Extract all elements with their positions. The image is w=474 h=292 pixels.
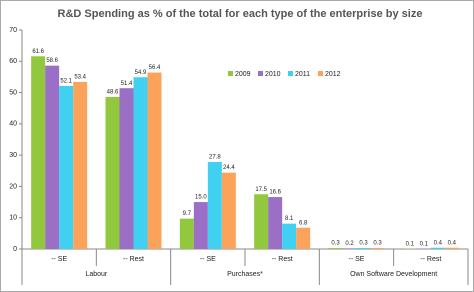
x-tick-label: -- SE (349, 256, 365, 263)
value-label: 8.1 (285, 216, 294, 222)
bar (268, 197, 283, 249)
value-label: 61.6 (32, 49, 44, 55)
bar (254, 194, 269, 249)
value-label: 0.4 (434, 240, 443, 246)
y-tick-label: 40 (9, 121, 17, 128)
legend-swatch (228, 71, 233, 76)
legend-label: 2010 (265, 71, 281, 78)
bar (179, 218, 194, 249)
y-tick-label: 50 (9, 89, 17, 96)
legend-swatch (318, 71, 323, 76)
value-label: 0.3 (331, 241, 340, 247)
value-label: 6.8 (299, 220, 308, 226)
bar (430, 247, 445, 249)
x-tick-label: -- SE (51, 256, 67, 263)
value-label: 9.7 (183, 211, 192, 217)
bar (296, 227, 311, 249)
group-label: Own Software Development (350, 271, 437, 278)
bar (59, 86, 74, 249)
bar (221, 172, 236, 249)
legend-label: 2012 (325, 71, 341, 78)
legend-label: 2011 (295, 71, 310, 78)
y-tick-label: 20 (9, 183, 17, 190)
bar (73, 81, 88, 249)
value-label: 53.4 (74, 75, 86, 81)
bar (328, 248, 343, 249)
value-label: 0.3 (373, 241, 382, 247)
legend-swatch (258, 71, 263, 76)
y-tick-label: 30 (9, 152, 17, 159)
chart-title: R&D Spending as % of the total for each … (58, 8, 423, 20)
value-label: 16.6 (269, 190, 281, 196)
bar (342, 248, 357, 249)
bar (147, 72, 162, 249)
y-tick-label: 0 (13, 246, 17, 253)
value-label: 0.1 (406, 241, 415, 247)
value-label: 54.9 (135, 70, 147, 76)
value-label: 0.4 (448, 240, 457, 246)
bar (105, 96, 120, 249)
x-tick-label: -- Rest (420, 256, 441, 263)
value-label: 58.6 (46, 58, 58, 64)
bar (119, 88, 134, 249)
value-label: 56.4 (149, 65, 161, 71)
legend-label: 2009 (235, 71, 251, 78)
bar (207, 162, 222, 249)
value-label: 48.6 (107, 90, 119, 96)
x-tick-label: -- Rest (272, 256, 293, 263)
group-label: Labour (85, 271, 107, 278)
value-label: 24.4 (223, 165, 235, 171)
bar (193, 202, 208, 249)
value-label: 27.8 (209, 155, 221, 161)
y-tick-label: 10 (9, 215, 17, 222)
value-label: 15.0 (195, 195, 207, 201)
value-label: 0.2 (345, 241, 354, 247)
bar (282, 223, 297, 249)
bar (45, 65, 60, 249)
legend-swatch (288, 71, 293, 76)
y-tick-label: 60 (9, 58, 17, 65)
value-label: 52.1 (60, 79, 72, 85)
y-tick-label: 70 (9, 27, 17, 34)
bar (444, 247, 459, 249)
bar (133, 77, 148, 250)
x-tick-label: -- SE (200, 256, 216, 263)
value-label: 0.3 (359, 241, 368, 247)
x-tick-label: -- Rest (123, 256, 144, 263)
bar (370, 248, 385, 249)
group-label: Purchases* (227, 271, 263, 278)
value-label: 0.1 (420, 241, 429, 247)
bar (356, 248, 371, 249)
value-label: 51.4 (121, 81, 133, 87)
bar (31, 56, 46, 249)
value-label: 17.5 (255, 187, 267, 193)
